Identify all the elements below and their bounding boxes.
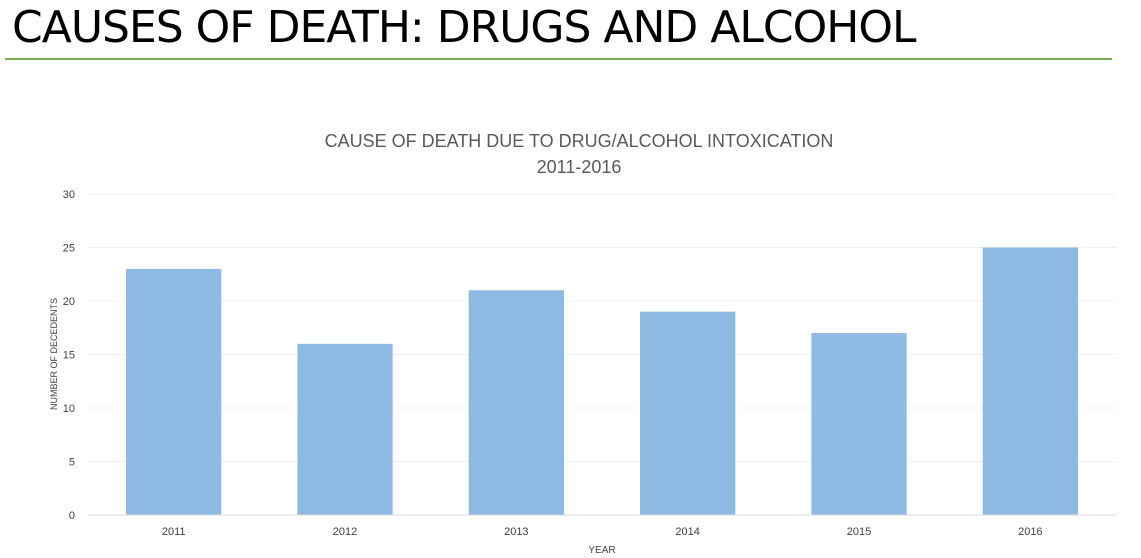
gridlines	[88, 193, 1116, 462]
bar-2011	[126, 268, 222, 515]
y-tick-label: 30	[63, 189, 75, 201]
x-tick-label: 2012	[333, 526, 357, 538]
x-tick-label: 2014	[675, 526, 699, 538]
bar-2015	[811, 333, 907, 515]
bar-2013	[468, 290, 564, 515]
chart-title: CAUSE OF DEATH DUE TO DRUG/ALCOHOL INTOX…	[325, 131, 834, 151]
title-underline	[5, 58, 1112, 60]
y-tick-label: 25	[63, 243, 75, 255]
x-tick-label: 2015	[847, 526, 871, 538]
y-axis-ticks: 0 5 10 15 20 25 30	[63, 189, 75, 522]
x-tick-label: 2013	[504, 526, 528, 538]
bar-2014	[640, 311, 736, 515]
y-tick-label: 0	[69, 510, 75, 522]
y-tick-label: 5	[69, 457, 75, 469]
x-axis-label: YEAR	[588, 545, 615, 556]
y-axis-label: NUMBER OF DECEDENTS	[49, 298, 59, 410]
bar-2016	[982, 247, 1078, 515]
bar-2012	[297, 343, 393, 515]
chart-subtitle: 2011-2016	[537, 157, 622, 177]
bars	[126, 247, 1078, 515]
y-tick-label: 15	[63, 350, 75, 362]
x-axis-ticks: 2011 2012 2013 2014 2015 2016	[162, 526, 1043, 538]
x-tick-label: 2011	[162, 526, 186, 538]
y-tick-label: 10	[63, 403, 75, 415]
x-tick-label: 2016	[1018, 526, 1042, 538]
slide-title: CAUSES OF DEATH: DRUGS AND ALCOHOL	[12, 2, 916, 53]
y-tick-label: 20	[63, 296, 75, 308]
